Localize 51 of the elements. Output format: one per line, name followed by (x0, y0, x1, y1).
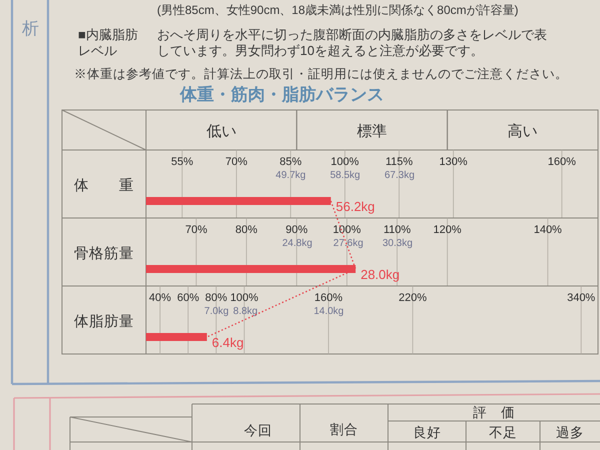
chart-title: 体重・筋肉・脂肪バランス (179, 85, 384, 104)
x-tick-label: 80% (235, 224, 258, 236)
data-label: 6.4kg (212, 335, 244, 350)
x-tick-label: 340% (567, 292, 596, 304)
y-tick-label: 体 重 (74, 177, 134, 194)
x-tick-label: 70% (185, 224, 208, 236)
x2-tick-label: 49.7kg (276, 170, 306, 181)
x2-tick-label: 58.5kg (330, 170, 360, 181)
x-tick-label: 160% (548, 156, 576, 168)
text: (男性85cm、女性90cm、18歳未満は性別に関係なく80cmが許容量) (157, 3, 518, 17)
x-tick-label: 130% (439, 156, 468, 168)
x-tick-label: 80% (205, 292, 228, 304)
text: 割合 (330, 422, 358, 437)
x-tick-label: 55% (171, 156, 194, 168)
x-tick-label: 140% (534, 224, 562, 236)
text: 不足 (489, 425, 517, 440)
text: おへそ周りを水平に切った腹部断面の内臓脂肪の多さをレベルで表しています。男女問わず10を超えると注意が必要です。 (157, 27, 547, 58)
x-tick-label: 40% (149, 292, 172, 304)
text: 低い (206, 123, 236, 140)
x-tick-label: 120% (433, 224, 462, 236)
data-label: 56.2kg (336, 199, 375, 214)
x-tick-label: 100% (230, 292, 259, 304)
text: 析 (21, 19, 39, 38)
y-tick-label: 体脂肪量 (74, 313, 134, 330)
text: ■内臓脂肪レベル (78, 27, 138, 58)
x2-tick-label: 27.6kg (333, 238, 364, 249)
text: 今回 (244, 423, 272, 438)
x-tick-label: 60% (177, 292, 200, 304)
text: 過多 (556, 425, 584, 440)
x2-tick-label: 67.3kg (384, 170, 415, 181)
text: 良好 (413, 425, 441, 440)
data-label: 28.0kg (360, 267, 400, 282)
x-tick-label: 100% (332, 224, 362, 236)
x-tick-label: 85% (280, 156, 302, 168)
text: ※体重は参考値です。計算法上の取引・証明用には使えませんのでご注意ください。 (74, 67, 568, 81)
y-tick-label: 骨格筋量 (74, 245, 134, 262)
x-tick-label: 100% (330, 156, 360, 168)
x-tick-label: 160% (314, 292, 343, 304)
x2-tick-label: 14.0kg (314, 306, 344, 317)
x-tick-label: 220% (398, 292, 427, 304)
x2-tick-label: 30.3kg (382, 238, 413, 249)
x-tick-label: 110% (383, 224, 411, 236)
x2-tick-label: 8.8kg (233, 306, 258, 317)
x2-tick-label: 7.0kg (204, 306, 229, 317)
x-tick-label: 90% (286, 224, 308, 236)
text: 標準 (357, 123, 387, 140)
x-tick-label: 70% (225, 156, 248, 168)
x-tick-label: 115% (385, 156, 413, 168)
x2-tick-label: 24.8kg (282, 238, 312, 249)
text: 評 価 (473, 405, 515, 420)
text: 高い (508, 123, 538, 140)
